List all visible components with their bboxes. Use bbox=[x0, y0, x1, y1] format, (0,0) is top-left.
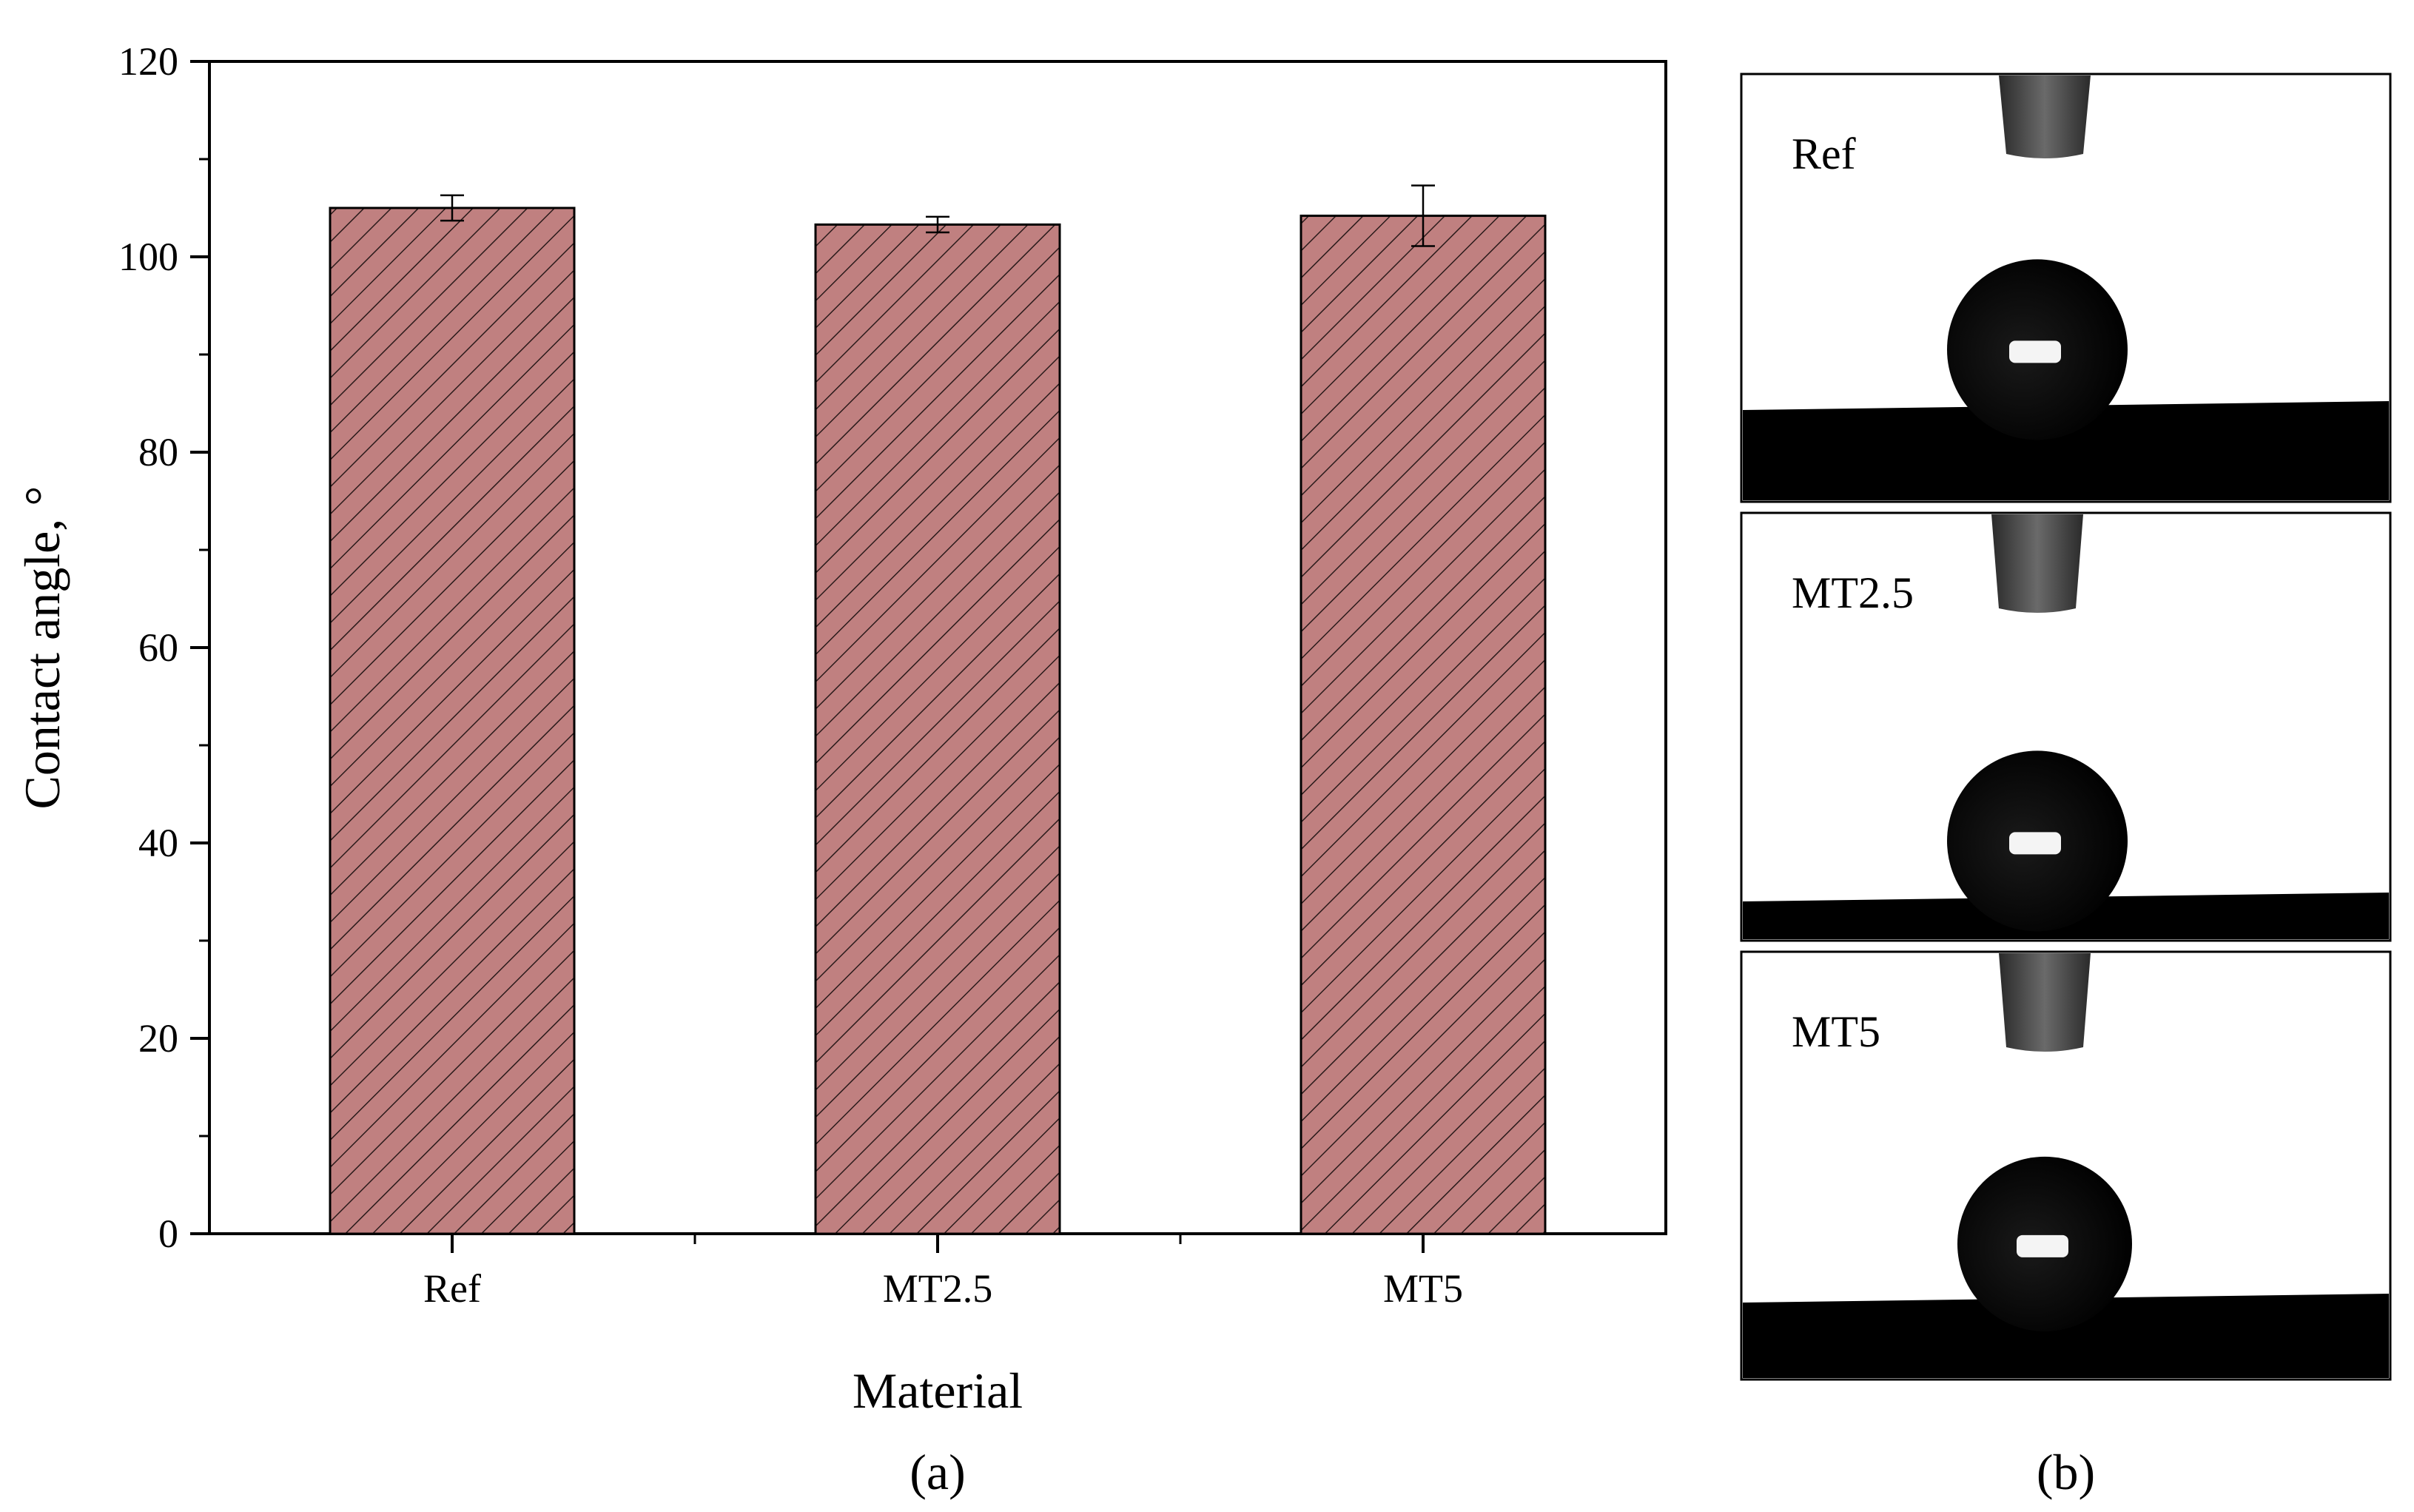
droplet-highlight bbox=[2009, 340, 2061, 363]
needle-shape bbox=[1991, 514, 2083, 613]
error-bar bbox=[1411, 184, 1435, 247]
x-tick-label: MT5 bbox=[1383, 1266, 1463, 1311]
y-tick-label: 120 bbox=[118, 39, 178, 84]
bar-ref bbox=[329, 206, 576, 1235]
y-tick-label: 80 bbox=[138, 430, 178, 474]
error-bars bbox=[440, 184, 1435, 247]
x-tick-label: Ref bbox=[423, 1266, 481, 1311]
photo-label: MT5 bbox=[1792, 1007, 1880, 1056]
photo-label: Ref bbox=[1792, 130, 1856, 178]
substrate-shape bbox=[1743, 401, 2389, 500]
y-tick-label: 20 bbox=[138, 1016, 178, 1061]
substrate-shape bbox=[1743, 1294, 2389, 1378]
droplet-photo: MT2.5 bbox=[1740, 511, 2392, 942]
y-axis-title: Contact angle, ° bbox=[14, 486, 70, 810]
droplet-photo: MT5 bbox=[1740, 950, 2392, 1381]
bar-mt2-5 bbox=[814, 223, 1061, 1235]
photo-label: MT2.5 bbox=[1792, 568, 1914, 617]
droplet-highlight bbox=[2009, 832, 2061, 855]
bar-mt5 bbox=[1300, 215, 1547, 1235]
droplet-photo: Ref bbox=[1740, 73, 2392, 503]
y-tick-label: 100 bbox=[118, 235, 178, 279]
panel-label-a: (a) bbox=[910, 1444, 965, 1500]
x-axis-ticks: Ref MT2.5 MT5 bbox=[423, 1234, 1463, 1311]
error-bar bbox=[926, 215, 949, 234]
bar-chart: 0 20 40 60 80 100 120 Ref MT2.5 MT5 Contact angl… bbox=[14, 39, 1667, 1500]
y-tick-label: 40 bbox=[138, 821, 178, 865]
x-axis-title: Material bbox=[853, 1363, 1023, 1419]
y-tick-label: 60 bbox=[138, 625, 178, 670]
error-bar bbox=[440, 194, 464, 222]
droplet-highlight bbox=[2017, 1234, 2068, 1257]
needle-shape bbox=[1999, 953, 2091, 1052]
panel-label-b: (b) bbox=[2037, 1444, 2095, 1500]
needle-shape bbox=[1999, 75, 2091, 158]
bars bbox=[329, 206, 1547, 1235]
x-tick-label: MT2.5 bbox=[883, 1266, 993, 1311]
droplet-photo-panel: Ref MT2.5 MT5 bbox=[1740, 73, 2392, 1381]
y-tick-label: 0 bbox=[158, 1212, 178, 1256]
y-axis-ticks: 0 20 40 60 80 100 120 bbox=[118, 39, 209, 1256]
